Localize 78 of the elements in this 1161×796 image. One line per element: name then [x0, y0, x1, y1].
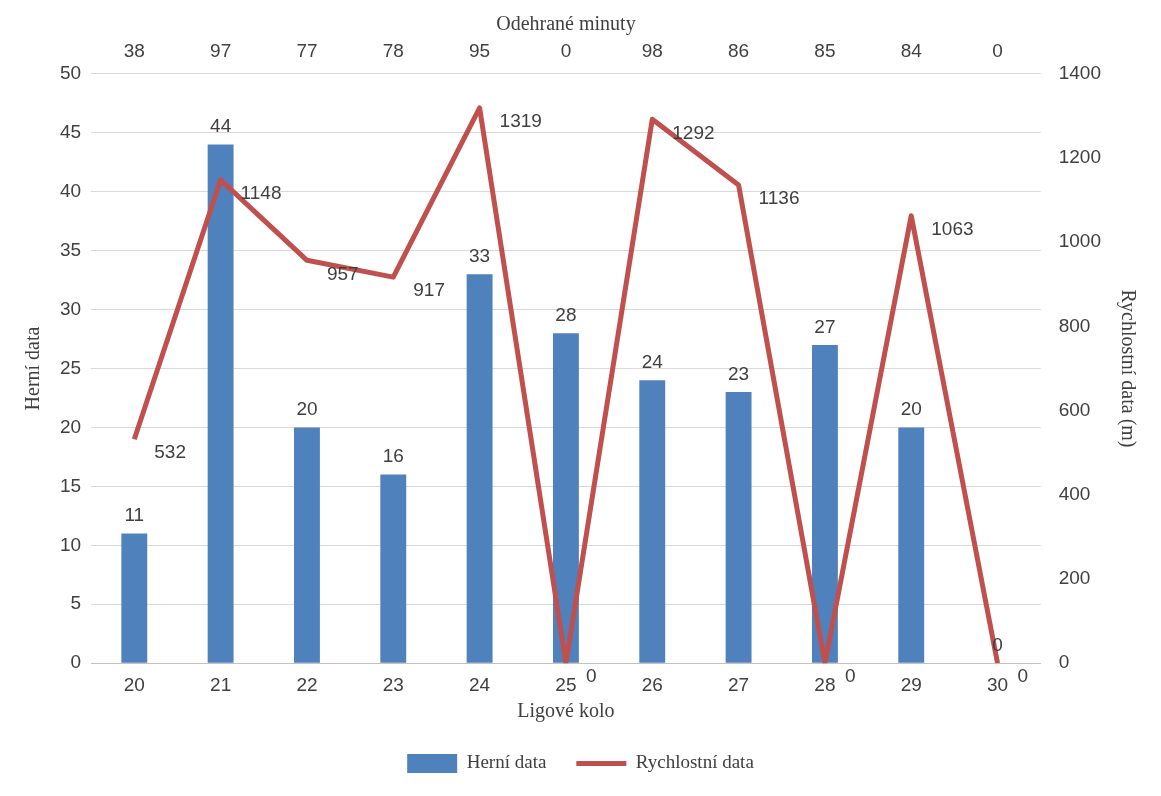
y2-tick-label: 400 [1058, 483, 1091, 505]
data-label: 24 [641, 351, 664, 373]
y-tick-label: 30 [59, 297, 82, 319]
data-label: 20 [296, 398, 318, 420]
text: 95 [469, 39, 491, 61]
bar [294, 427, 320, 663]
y2-tick-label: 1400 [1058, 62, 1102, 84]
x-tick-label: 28 [814, 673, 836, 695]
data-label: 16 [382, 445, 404, 467]
data-label: 28 [555, 303, 577, 325]
text: 78 [382, 39, 404, 61]
y2-tick-label: 1200 [1058, 146, 1102, 168]
bar [898, 427, 925, 663]
x2-axis-title: Odehrané minuty [496, 12, 636, 36]
data-label: 532 [154, 441, 186, 463]
bar [639, 380, 666, 663]
y2-tick-label: 800 [1058, 314, 1091, 336]
text: 77 [296, 39, 318, 61]
x-tick-label: 27 [728, 673, 750, 695]
bar [466, 274, 493, 663]
y-tick-label: 0 [70, 651, 82, 673]
y-axis-title: Herní data [21, 326, 44, 411]
y-tick-label: 50 [59, 62, 82, 84]
x-tick-label: 24 [469, 673, 491, 695]
y-tick-label: 45 [59, 120, 82, 142]
x-tick-label: 29 [900, 673, 922, 695]
text: 84 [900, 39, 923, 61]
bar [121, 533, 148, 663]
legend-label: Rychlostní data [635, 751, 755, 773]
data-label: 23 [728, 362, 750, 384]
data-label: 11 [124, 504, 145, 526]
data-label: 44 [210, 115, 232, 137]
bar [380, 474, 407, 663]
data-label: 1292 [672, 121, 715, 143]
y2-tick-label: 0 [1058, 651, 1070, 673]
bar [811, 344, 838, 663]
data-label: 20 [900, 398, 922, 420]
y-tick-label: 25 [59, 356, 82, 378]
data-label: 0 [844, 665, 856, 687]
y-tick-label: 40 [59, 179, 82, 201]
data-label: 917 [413, 279, 445, 301]
x-tick-label: 22 [296, 673, 318, 695]
text: 85 [814, 39, 836, 61]
data-label: 957 [326, 262, 359, 284]
x-tick-label: 23 [382, 673, 404, 695]
data-label: 1063 [931, 217, 974, 239]
y2-tick-label: 1000 [1058, 230, 1102, 252]
y2-axis-title: Rychlostní data (m) [1116, 289, 1140, 448]
text: 97 [210, 39, 232, 61]
data-label: 27 [814, 315, 836, 337]
x-tick-label: 30 [987, 673, 1009, 695]
text: 0 [992, 39, 1003, 61]
y-tick-label: 20 [59, 415, 82, 437]
bar [552, 333, 579, 663]
y-tick-label: 15 [59, 474, 82, 496]
data-label: 0 [585, 665, 597, 687]
data-label: 1136 [758, 187, 800, 209]
y-tick-label: 10 [59, 533, 82, 555]
y-tick-label: 5 [70, 592, 82, 614]
text: 98 [641, 39, 663, 61]
x-axis-title: Ligové kolo [517, 699, 615, 723]
data-label: 33 [469, 244, 491, 266]
text: 0 [560, 39, 572, 61]
data-label: 0 [1017, 665, 1029, 687]
x-tick-label: 25 [555, 673, 577, 695]
y2-tick-label: 200 [1058, 567, 1091, 589]
bar [725, 392, 752, 663]
y2-tick-label: 600 [1058, 398, 1091, 420]
text: 38 [123, 39, 145, 61]
y-tick-label: 35 [59, 238, 82, 260]
legend-label: Herní data [466, 751, 547, 773]
x-tick-label: 26 [641, 673, 663, 695]
data-label: 1148 [240, 182, 282, 204]
x-tick-label: 21 [210, 673, 232, 695]
bar [207, 144, 234, 663]
x-tick-label: 20 [123, 673, 145, 695]
data-label: 1319 [499, 110, 542, 132]
text: 86 [728, 39, 750, 61]
